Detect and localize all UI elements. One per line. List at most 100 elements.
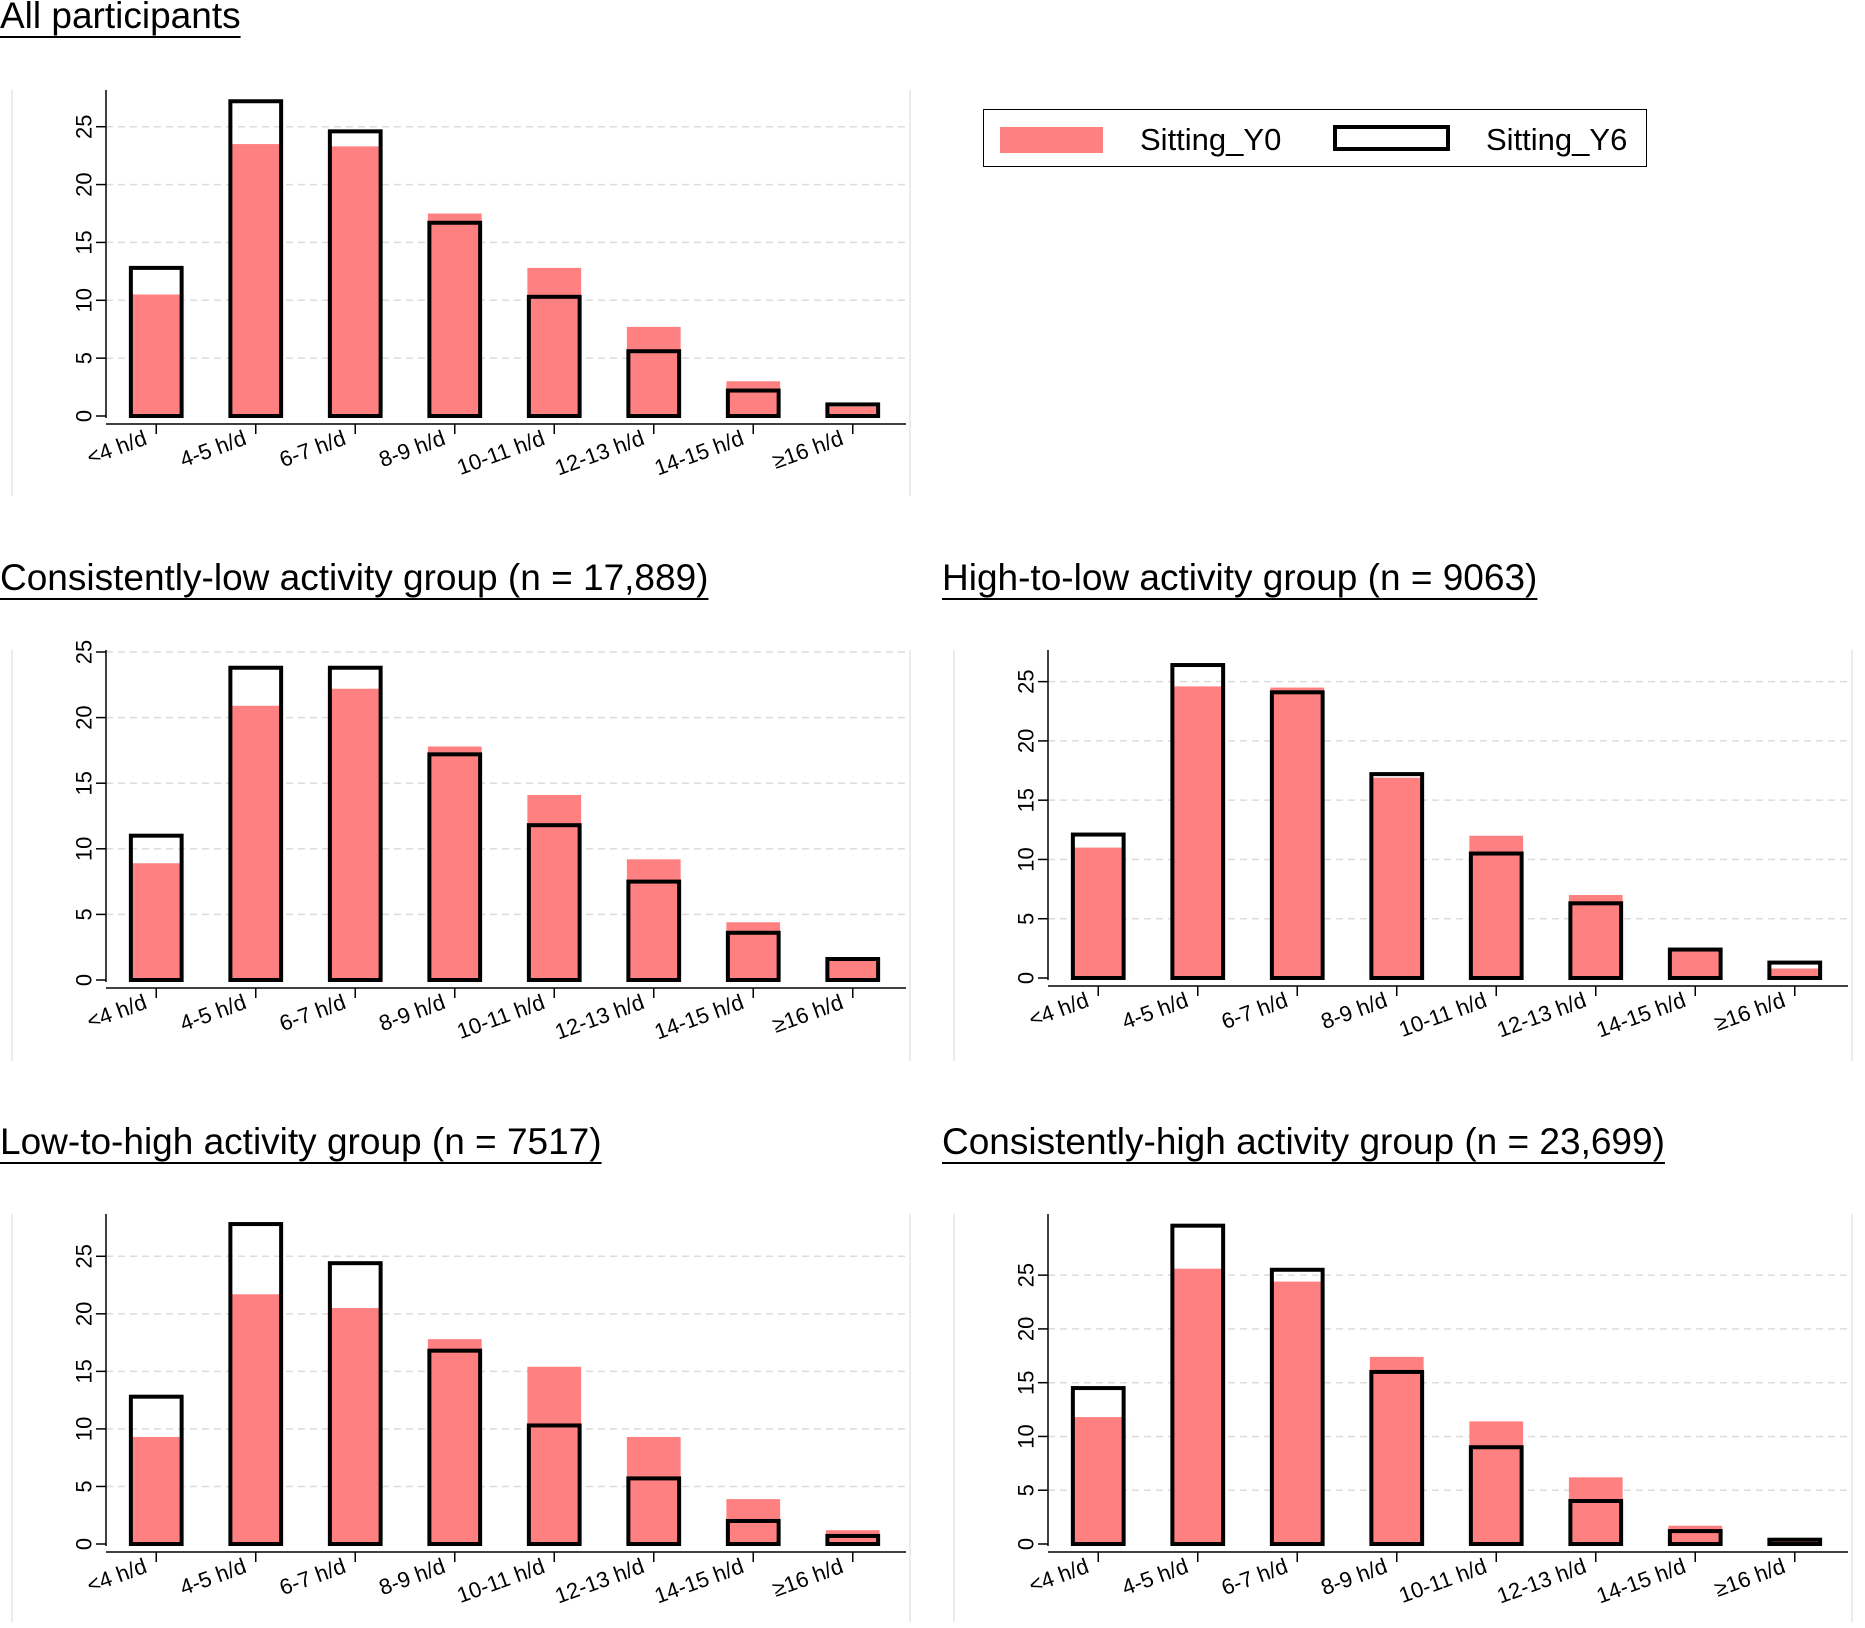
bar-sitting-y6 (626, 1476, 682, 1546)
bar-sitting-y0 (527, 795, 582, 980)
bar-sitting-y0 (1369, 777, 1424, 978)
bar-sitting-y0 (427, 746, 482, 980)
bar-sitting-y0 (129, 294, 184, 416)
bar-sitting-y6 (825, 957, 881, 982)
x-tick-label: ≥16 h/d (1711, 1553, 1788, 1602)
y-tick-label: 5 (72, 352, 97, 364)
x-tick-label: 4-5 h/d (177, 989, 250, 1036)
bar-sitting-y6 (427, 220, 483, 418)
bar-sitting-y6 (228, 665, 284, 983)
x-tick-label: 14-15 h/d (651, 989, 747, 1044)
bar-sitting-y6 (128, 833, 184, 982)
y-tick-label: 15 (1014, 788, 1039, 812)
panel-title-low-to-high: Low-to-high activity group (n = 7517) (0, 1121, 602, 1162)
bar-sitting-y6 (228, 99, 284, 419)
bar-sitting-y6 (626, 349, 682, 419)
y-tick-label: 25 (72, 640, 97, 664)
x-tick-label: 12-13 h/d (1494, 987, 1590, 1042)
y-tick-label: 10 (1014, 847, 1039, 871)
x-tick-label: ≥16 h/d (769, 989, 846, 1038)
x-tick-label: 8-9 h/d (376, 425, 449, 472)
bar-sitting-y0 (1369, 1356, 1424, 1544)
bar-sitting-y6 (1767, 1537, 1823, 1547)
bar-sitting-y0 (1469, 1421, 1524, 1544)
bar-sitting-y0 (228, 705, 283, 980)
bar-sitting-y6 (526, 294, 582, 418)
y-tick-label: 15 (1014, 1370, 1039, 1394)
y-tick-label: 0 (72, 974, 97, 986)
bar-sitting-y6 (128, 1394, 184, 1546)
x-tick-label: 6-7 h/d (276, 1553, 349, 1600)
bar-sitting-y6 (1369, 772, 1425, 980)
x-tick-label: <4 h/d (1025, 1553, 1092, 1598)
bar-sitting-y0 (527, 1366, 582, 1544)
panel-title-high-to-low: High-to-low activity group (n = 9063) (942, 557, 1538, 598)
bar-sitting-y6 (1269, 1267, 1325, 1547)
chart-consistently-low: 0 5 10 15 20 25 <4 h/d 4-5 h/d 6-7 h/d 8-9 h/d 10-… (11, 640, 911, 1061)
y-tick-label: 5 (1014, 1484, 1039, 1496)
y-tick-label: 15 (72, 771, 97, 795)
bar-sitting-y6 (128, 265, 184, 418)
bar-sitting-y6 (427, 1348, 483, 1546)
y-tick-label: 10 (72, 1417, 97, 1441)
legend-swatch-y6 (1333, 125, 1450, 151)
x-tick-label: 14-15 h/d (651, 1553, 747, 1608)
bar-sitting-y6 (825, 402, 881, 418)
chart-low-to-high: 0 5 10 15 20 25 <4 h/d 4-5 h/d 6-7 h/d 8-9 h/d 10-… (11, 1214, 911, 1622)
x-tick-label: 4-5 h/d (177, 1553, 250, 1600)
bar-sitting-y6 (327, 665, 383, 983)
bar-sitting-y6 (1667, 947, 1723, 981)
y-tick-label: 0 (1014, 1538, 1039, 1550)
bar-sitting-y0 (1668, 949, 1723, 978)
bar-sitting-y6 (1767, 960, 1823, 980)
panel-title-all: All participants (0, 0, 241, 36)
y-tick-label: 0 (72, 1538, 97, 1550)
y-tick-label: 10 (1014, 1424, 1039, 1448)
bar-sitting-y6 (725, 388, 781, 418)
x-tick-label: 4-5 h/d (1119, 1553, 1192, 1600)
bar-sitting-y0 (726, 381, 781, 416)
x-tick-label: 14-15 h/d (651, 425, 747, 480)
x-tick-label: ≥16 h/d (1711, 987, 1788, 1036)
bar-sitting-y6 (1070, 1386, 1126, 1546)
bar-sitting-y6 (228, 1222, 284, 1546)
legend-label-y6: Sitting_Y6 (1486, 122, 1628, 157)
x-tick-label: <4 h/d (83, 1553, 150, 1598)
bar-sitting-y0 (427, 213, 482, 416)
bar-sitting-y0 (825, 406, 880, 416)
y-tick-label: 25 (72, 114, 97, 138)
bar-sitting-y0 (1767, 968, 1822, 978)
x-tick-label: 12-13 h/d (552, 1553, 648, 1608)
bar-sitting-y6 (825, 1533, 881, 1546)
chart-consistently-high: 0 5 10 15 20 25 <4 h/d 4-5 h/d 6-7 h/d 8-9 h/d 10-… (953, 1214, 1853, 1622)
y-tick-label: 20 (72, 172, 97, 196)
x-tick-label: 12-13 h/d (1494, 1553, 1590, 1608)
bar-sitting-y0 (1469, 835, 1524, 978)
bar-sitting-y0 (228, 1294, 283, 1544)
bar-sitting-y0 (1668, 1525, 1723, 1544)
bar-sitting-y0 (626, 1436, 681, 1544)
bar-sitting-y0 (129, 863, 184, 980)
bar-sitting-y0 (825, 959, 880, 980)
x-tick-label: <4 h/d (1025, 987, 1092, 1032)
bar-sitting-y0 (1071, 1417, 1126, 1544)
x-tick-label: ≥16 h/d (769, 425, 846, 474)
bar-sitting-y0 (427, 1339, 482, 1544)
y-tick-label: 20 (1014, 1317, 1039, 1341)
y-tick-label: 5 (72, 1480, 97, 1492)
chart-legend: Sitting_Y0 Sitting_Y6 (983, 109, 1647, 167)
bar-sitting-y6 (1468, 1445, 1524, 1547)
bar-sitting-y0 (1270, 1281, 1325, 1544)
x-tick-label: 8-9 h/d (1318, 1553, 1391, 1600)
bar-sitting-y6 (725, 930, 781, 983)
bar-sitting-y6 (1170, 663, 1226, 980)
bar-sitting-y6 (327, 129, 383, 418)
bar-sitting-y0 (1767, 1539, 1822, 1544)
legend-label-y0: Sitting_Y0 (1140, 122, 1282, 157)
bar-sitting-y0 (626, 859, 681, 980)
y-tick-label: 20 (1014, 729, 1039, 753)
bar-sitting-y6 (1269, 690, 1325, 981)
y-tick-label: 0 (72, 410, 97, 422)
bar-sitting-y6 (526, 1423, 582, 1547)
